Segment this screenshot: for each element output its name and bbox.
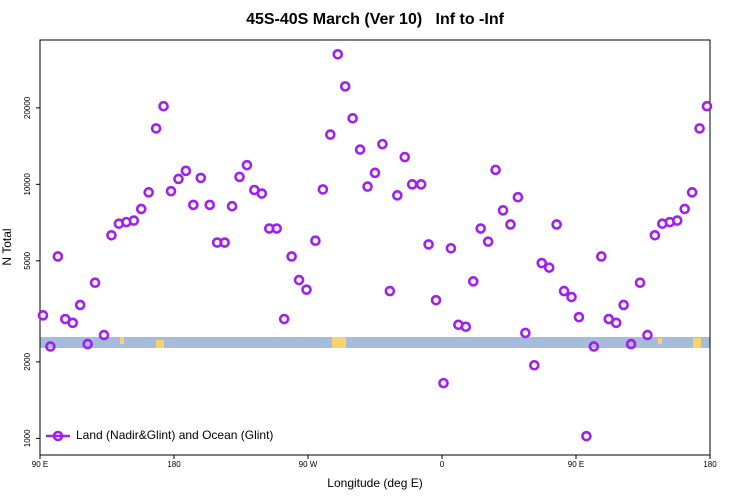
data-point	[82, 338, 93, 350]
data-point	[150, 123, 162, 134]
data-point	[106, 230, 117, 241]
data-point	[234, 171, 245, 183]
x-tick-label: 90 E	[568, 460, 584, 469]
data-point	[649, 230, 661, 241]
data-point	[686, 187, 698, 198]
data-point	[354, 144, 366, 155]
data-point	[37, 310, 49, 321]
data-point	[490, 164, 501, 176]
data-point	[467, 276, 479, 287]
x-tick-label: 0	[440, 460, 445, 469]
y-axis-label: N Total	[0, 228, 14, 265]
y-tick-label: 10000	[23, 173, 32, 196]
data-point	[74, 299, 86, 311]
data-point	[566, 291, 577, 303]
data-point	[536, 257, 548, 269]
y-tick-label: 5000	[23, 251, 32, 269]
data-point	[165, 185, 177, 197]
data-point	[226, 200, 238, 212]
data-point	[634, 277, 646, 288]
plot-frame	[39, 39, 711, 456]
data-point	[67, 317, 79, 329]
data-point	[377, 138, 388, 150]
y-tick-label: 1000	[23, 429, 32, 447]
data-point	[596, 251, 607, 262]
y-tick-label: 2000	[23, 352, 32, 370]
data-point	[219, 237, 230, 248]
data-point	[573, 311, 585, 323]
data-point	[293, 274, 305, 286]
x-tick-label: 180	[703, 460, 717, 469]
band	[40, 337, 710, 348]
data-point	[423, 239, 434, 250]
data-point	[271, 223, 283, 234]
data-point	[497, 205, 509, 216]
chart-title: 45S-40S March (Ver 10) Inf to -Inf	[246, 11, 505, 28]
data-point	[671, 215, 683, 226]
data-point	[188, 199, 199, 211]
data-point	[52, 251, 64, 262]
data-point	[286, 251, 297, 262]
data-point	[588, 341, 600, 352]
data-point	[430, 294, 442, 306]
data-point	[128, 215, 140, 226]
x-tick-label: 90 W	[299, 460, 318, 469]
data-point	[558, 285, 570, 297]
data-point	[392, 190, 403, 201]
data-point	[180, 165, 192, 177]
data-point	[505, 219, 516, 230]
data-point	[317, 184, 329, 195]
data-point	[241, 159, 253, 171]
data-point	[310, 235, 321, 246]
data-point	[173, 173, 184, 185]
data-point	[415, 179, 427, 190]
legend-label: Land (Nadir&Glint) and Ocean (Glint)	[76, 428, 273, 442]
data-point	[618, 299, 629, 311]
data-point	[581, 430, 592, 442]
data-point	[445, 243, 457, 254]
x-axis-label: Longitude (deg E)	[327, 476, 422, 490]
data-point	[384, 285, 396, 297]
data-point	[339, 81, 351, 92]
y-tick-label: 20000	[23, 96, 32, 119]
data-point	[543, 262, 555, 273]
data-point	[278, 313, 290, 325]
data-point	[135, 203, 147, 215]
data-point	[460, 321, 472, 333]
data-point	[475, 223, 487, 234]
data-point	[347, 112, 358, 124]
data-point	[610, 317, 622, 329]
data-point	[204, 199, 216, 211]
data-point	[98, 329, 110, 341]
data-point	[369, 167, 381, 179]
data-point	[694, 123, 705, 134]
data-point	[529, 359, 540, 371]
data-point	[642, 329, 653, 341]
data-point	[482, 236, 494, 247]
data-point	[143, 187, 154, 198]
data-point	[301, 284, 312, 295]
data-point	[512, 191, 524, 203]
data-point	[89, 277, 101, 288]
data-point	[399, 151, 411, 163]
data-point	[701, 100, 713, 112]
data-point	[256, 188, 268, 199]
data-point	[438, 377, 449, 389]
data-point	[679, 203, 690, 215]
data-point	[625, 338, 637, 350]
data-point	[332, 49, 344, 60]
data-point	[158, 100, 169, 112]
data-point	[406, 179, 418, 190]
x-tick-label: 180	[167, 460, 181, 469]
data-point	[45, 341, 56, 352]
data-point	[362, 181, 373, 192]
x-tick-label: 90 E	[32, 460, 48, 469]
data-point	[551, 219, 562, 230]
band-spots	[120, 337, 701, 348]
data-point	[195, 172, 207, 184]
data-point	[325, 129, 336, 140]
data-point	[520, 327, 531, 339]
legend-marker	[52, 430, 64, 442]
